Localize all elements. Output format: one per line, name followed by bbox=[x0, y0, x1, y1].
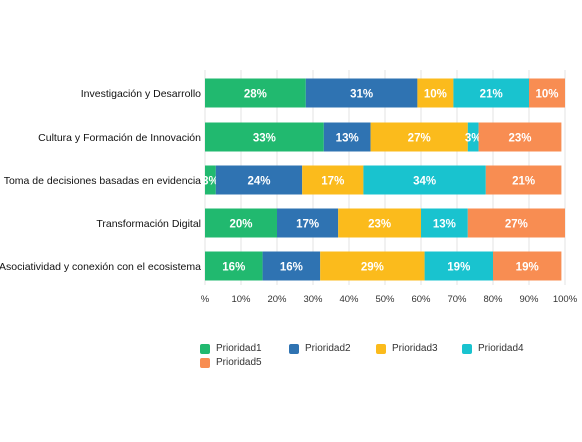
x-tick-label: 100% bbox=[553, 294, 578, 305]
bar-segment bbox=[215, 165, 303, 195]
data-label: 31% bbox=[350, 89, 373, 101]
x-tick-label: 50% bbox=[375, 294, 395, 305]
x-tick-label: 20% bbox=[267, 294, 287, 305]
bar-segment bbox=[305, 78, 418, 108]
bar-segment bbox=[363, 165, 486, 195]
bar-segment bbox=[529, 78, 565, 108]
data-label: 24% bbox=[247, 176, 270, 188]
bar-segment bbox=[262, 251, 321, 281]
x-tick-label: 40% bbox=[339, 294, 359, 305]
legend-label: Prioridad4 bbox=[478, 343, 524, 354]
bar-segment bbox=[205, 208, 277, 238]
legend-item: Prioridad4 bbox=[462, 343, 524, 354]
category-labels: Investigación y Desarrollo Cultura y Form… bbox=[0, 88, 201, 273]
legend-item: Prioridad5 bbox=[200, 357, 262, 368]
x-tick-label: 10% bbox=[231, 294, 251, 305]
data-label: 16% bbox=[222, 262, 245, 274]
legend-swatch bbox=[376, 343, 386, 354]
data-label: 21% bbox=[480, 89, 503, 101]
bar-segment bbox=[478, 122, 562, 152]
legend-item: Prioridad2 bbox=[289, 343, 351, 354]
legend-item: Prioridad3 bbox=[376, 343, 438, 354]
bar-segment bbox=[453, 78, 529, 108]
bar-segment bbox=[370, 122, 468, 152]
data-label: 19% bbox=[516, 262, 539, 274]
data-label: 27% bbox=[505, 219, 528, 231]
bar-segment bbox=[205, 165, 216, 195]
category-label: Toma de decisiones basadas en evidencia bbox=[4, 175, 201, 187]
data-label: 21% bbox=[512, 176, 535, 188]
bar-segment bbox=[302, 165, 364, 195]
bar-segment bbox=[205, 122, 324, 152]
data-label: 29% bbox=[361, 262, 384, 274]
bar-segment bbox=[493, 251, 562, 281]
bar-segment bbox=[338, 208, 421, 238]
legend-label: Prioridad5 bbox=[216, 357, 262, 368]
legend-label: Prioridad1 bbox=[216, 343, 262, 354]
data-label: 13% bbox=[433, 219, 456, 231]
data-label: 10% bbox=[424, 89, 447, 101]
legend-item: Prioridad1 bbox=[200, 343, 262, 354]
bar-segment bbox=[323, 122, 371, 152]
category-label: Investigación y Desarrollo bbox=[81, 88, 201, 100]
data-label: 13% bbox=[336, 133, 359, 145]
data-label: 27% bbox=[408, 133, 431, 145]
x-tick-label: % bbox=[201, 294, 210, 305]
bar-segment bbox=[467, 122, 479, 152]
data-label: 17% bbox=[296, 219, 319, 231]
data-label: 23% bbox=[368, 219, 391, 231]
category-label: Asociatividad y conexión con el ecosiste… bbox=[0, 261, 201, 273]
bar-segment bbox=[205, 251, 263, 281]
bar-segment bbox=[485, 165, 562, 195]
legend-label: Prioridad3 bbox=[392, 343, 438, 354]
bar-segment bbox=[277, 208, 339, 238]
data-label: 28% bbox=[244, 89, 267, 101]
data-label: 17% bbox=[321, 176, 344, 188]
legend-swatch bbox=[289, 343, 299, 354]
x-tick-label: 90% bbox=[519, 294, 539, 305]
category-label: Cultura y Formación de Innovación bbox=[38, 132, 201, 144]
legend-swatch bbox=[462, 343, 472, 354]
legend-swatch bbox=[200, 343, 210, 354]
legend-label: Prioridad2 bbox=[305, 343, 351, 354]
data-label: 10% bbox=[535, 89, 558, 101]
x-axis-ticks: % 10% 20% 30% 40% 50% 60% 70% 80% 90% 100% bbox=[201, 294, 578, 305]
legend-swatch bbox=[200, 357, 210, 368]
data-label: 16% bbox=[280, 262, 303, 274]
bar-segment bbox=[205, 78, 306, 108]
bars: 28% 31% 10% 21% 10% 33% 13% 27% 3% 23% 3% 24% 17% 34%… bbox=[202, 78, 565, 281]
x-tick-label: 60% bbox=[411, 294, 431, 305]
data-label: 34% bbox=[413, 176, 436, 188]
data-label: 3% bbox=[465, 133, 482, 145]
bar-segment bbox=[320, 251, 425, 281]
bar-segment bbox=[421, 208, 468, 238]
x-tick-label: 80% bbox=[483, 294, 503, 305]
bar-segment bbox=[417, 78, 454, 108]
data-label: 19% bbox=[447, 262, 470, 274]
x-tick-label: 30% bbox=[303, 294, 323, 305]
category-label: Transformación Digital bbox=[96, 218, 201, 230]
data-label: 33% bbox=[253, 133, 276, 145]
x-tick-label: 70% bbox=[447, 294, 467, 305]
bar-segment bbox=[467, 208, 565, 238]
data-label: 23% bbox=[508, 133, 531, 145]
data-label: 3% bbox=[202, 176, 219, 188]
bar-segment bbox=[424, 251, 493, 281]
data-label: 20% bbox=[229, 219, 252, 231]
